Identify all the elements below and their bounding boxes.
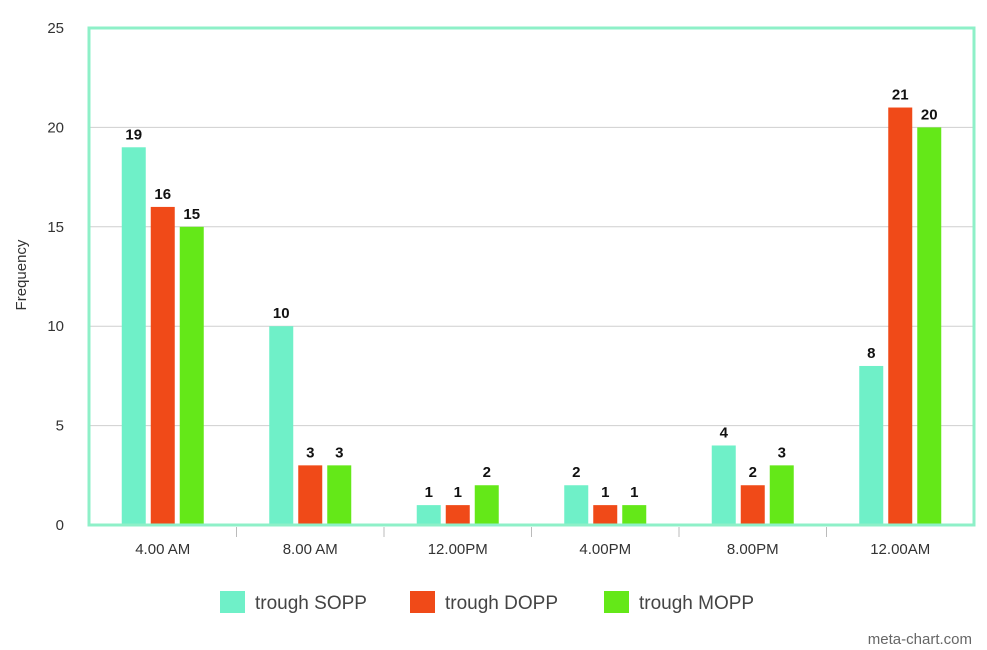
legend-label: trough SOPP xyxy=(255,593,367,614)
legend-item: trough MOPP xyxy=(604,591,754,614)
x-tick-label: 12.00PM xyxy=(428,541,488,558)
bar xyxy=(445,505,470,525)
grid-lines xyxy=(89,126,974,427)
x-tick-label: 8.00PM xyxy=(727,541,779,558)
x-tick-label: 8.00 AM xyxy=(283,541,338,558)
legend: trough SOPP trough DOPP trough MOPP xyxy=(220,591,754,614)
bar xyxy=(150,206,175,526)
bar xyxy=(593,505,618,525)
bar xyxy=(416,505,441,525)
bar xyxy=(474,485,499,525)
bar xyxy=(269,326,294,525)
bar xyxy=(711,445,736,525)
bar xyxy=(121,147,146,525)
legend-item: trough SOPP xyxy=(220,591,367,614)
y-tick-label: 15 xyxy=(47,219,64,236)
data-label: 1 xyxy=(601,484,609,501)
bar xyxy=(859,365,884,525)
bar xyxy=(622,505,647,525)
bar xyxy=(917,127,942,526)
data-label: 3 xyxy=(335,444,343,461)
legend-item: trough DOPP xyxy=(410,591,558,614)
bar xyxy=(564,485,589,525)
y-tick-label: 20 xyxy=(47,119,64,136)
data-label: 2 xyxy=(483,464,491,481)
legend-label: trough MOPP xyxy=(639,593,754,614)
x-tick-label: 12.00AM xyxy=(870,541,930,558)
bar xyxy=(327,465,352,525)
watermark: meta-chart.com xyxy=(868,631,972,648)
data-label: 1 xyxy=(630,484,638,501)
data-label: 2 xyxy=(572,464,580,481)
data-label: 15 xyxy=(183,206,200,223)
bar xyxy=(888,107,913,526)
data-label: 20 xyxy=(921,106,938,123)
legend-label: trough DOPP xyxy=(445,593,558,614)
legend-swatch xyxy=(220,591,245,613)
y-tick-label: 25 xyxy=(47,20,64,37)
data-label: 10 xyxy=(273,305,290,322)
data-label: 21 xyxy=(892,87,909,104)
bar xyxy=(769,465,794,525)
data-label: 3 xyxy=(306,444,314,461)
legend-swatch xyxy=(604,591,629,613)
data-label: 4 xyxy=(720,424,729,441)
bar xyxy=(298,465,323,525)
plot-frame xyxy=(87,26,976,527)
data-label: 1 xyxy=(454,484,462,501)
data-label: 16 xyxy=(154,186,171,203)
y-tick-label: 0 xyxy=(56,517,64,534)
data-label: 19 xyxy=(125,126,142,143)
y-tick-label: 10 xyxy=(47,318,64,335)
y-axis-title: Frequency xyxy=(13,239,30,310)
bar xyxy=(740,485,765,525)
y-tick-label: 5 xyxy=(56,418,64,435)
data-label: 2 xyxy=(749,464,757,481)
bar xyxy=(179,226,204,526)
axes: 0 5 10 15 20 25 4.00 AM 8.00 AM 12.00PM 4.00PM 8.0… xyxy=(47,20,976,558)
data-label: 1 xyxy=(425,484,433,501)
x-tick-label: 4.00 AM xyxy=(135,541,190,558)
legend-swatch xyxy=(410,591,435,613)
x-tick-label: 4.00PM xyxy=(579,541,631,558)
bars xyxy=(121,107,942,526)
data-label: 3 xyxy=(778,444,786,461)
data-label: 8 xyxy=(867,345,875,362)
